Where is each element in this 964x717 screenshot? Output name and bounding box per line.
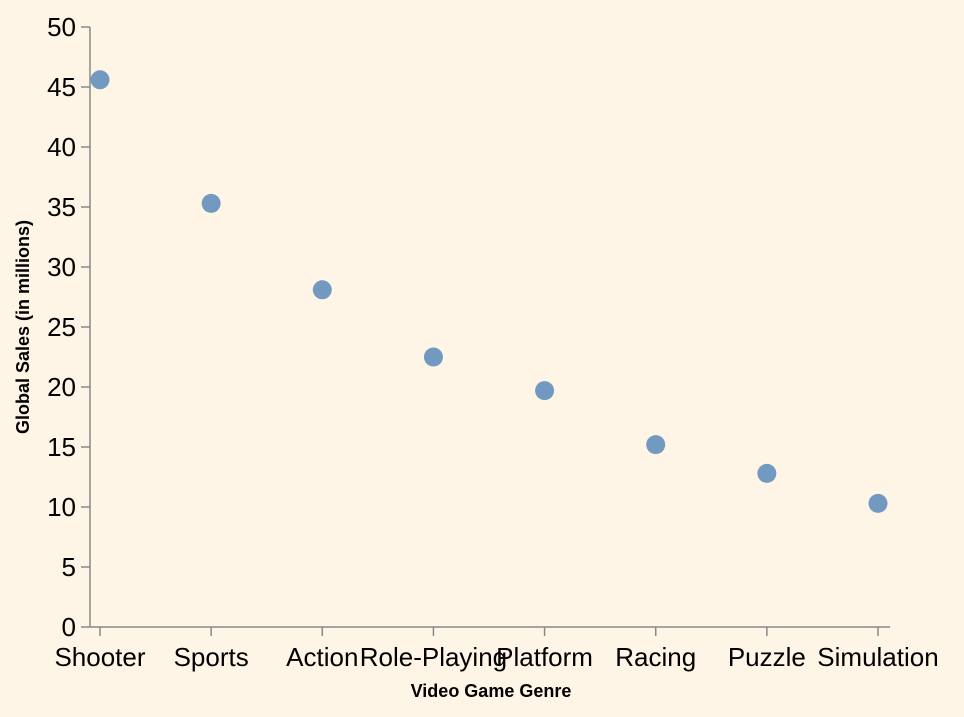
y-tick-label: 45	[47, 72, 76, 102]
y-tick-label: 50	[47, 12, 76, 42]
x-tick-label: Role-Playing	[360, 642, 507, 672]
y-tick-label: 35	[47, 192, 76, 222]
data-point[interactable]	[423, 347, 443, 367]
x-tick-label: Simulation	[817, 642, 938, 672]
data-point[interactable]	[90, 70, 110, 90]
x-tick-label: Platform	[496, 642, 593, 672]
x-tick-label: Puzzle	[728, 642, 806, 672]
y-tick-label: 10	[47, 492, 76, 522]
y-tick-label: 40	[47, 132, 76, 162]
data-point[interactable]	[868, 493, 888, 513]
y-tick-label: 0	[62, 612, 76, 642]
data-point[interactable]	[535, 381, 555, 401]
y-axis-title: Global Sales (in millions)	[13, 220, 33, 434]
data-point[interactable]	[312, 280, 332, 300]
x-tick-label: Shooter	[54, 642, 145, 672]
data-point[interactable]	[201, 193, 221, 213]
y-tick-label: 15	[47, 432, 76, 462]
x-tick-label: Sports	[174, 642, 249, 672]
y-tick-label: 20	[47, 372, 76, 402]
x-axis-title: Video Game Genre	[411, 681, 572, 701]
x-tick-label: Racing	[615, 642, 696, 672]
data-point[interactable]	[646, 435, 666, 455]
y-axis: 0 5 10 15 20 25 30 35 40 45 50	[47, 12, 91, 642]
data-points	[90, 70, 888, 513]
data-point[interactable]	[757, 463, 777, 483]
y-tick-label: 30	[47, 252, 76, 282]
x-tick-label: Action	[286, 642, 358, 672]
y-tick-label: 5	[62, 552, 76, 582]
y-tick-label: 25	[47, 312, 76, 342]
